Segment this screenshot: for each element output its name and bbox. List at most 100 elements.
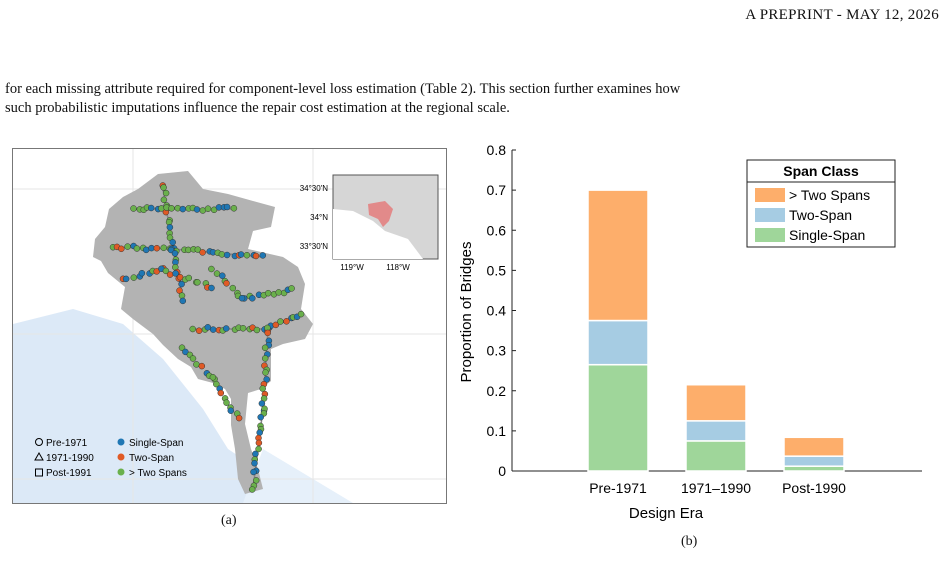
span-class-chart: 0 0.1 0.2 0.3 0.4 0.5 0.6 0.7 0.8 Pre-1971 1971–1… xyxy=(450,140,949,557)
bridge-marker xyxy=(235,414,243,422)
bridge-marker xyxy=(255,439,263,447)
bridge-marker xyxy=(243,251,251,259)
bridge-marker xyxy=(283,318,290,325)
inset-lat-2: 34°N xyxy=(310,213,328,222)
bar-two-spans xyxy=(783,436,845,457)
bridge-marker xyxy=(204,205,212,212)
bridge-marker xyxy=(252,450,259,458)
bridge-marker xyxy=(138,269,146,277)
legend-title: Span Class xyxy=(783,163,859,179)
bar-two-spans xyxy=(587,189,649,322)
bridge-marker xyxy=(223,203,231,211)
bridge-marker xyxy=(185,274,193,282)
inset-lat-1: 34°30'N xyxy=(300,184,329,193)
y-tick-label: 0.6 xyxy=(487,222,507,238)
legend-entry-label: > Two Spans xyxy=(789,187,870,203)
inset-lon-1: 119°W xyxy=(340,263,364,272)
bridge-marker xyxy=(239,325,247,332)
bridge-marker xyxy=(263,376,270,383)
bridge-marker xyxy=(222,325,230,332)
bar-two-spans xyxy=(685,383,747,422)
body-paragraph: for each missing attribute required for … xyxy=(5,80,945,118)
bridge-marker xyxy=(288,285,295,292)
bridge-map: 34°30'N 34°N 33°30'N 119°W 118°W Pre-197… xyxy=(12,148,447,504)
bridge-marker xyxy=(248,486,256,493)
bridge-marker xyxy=(130,205,137,212)
legend-swatch xyxy=(755,208,785,222)
legend-swatch xyxy=(755,188,785,202)
legend-span-3: > Two Spans xyxy=(129,468,187,479)
bridge-marker xyxy=(182,348,189,356)
x-tick-label: 1971–1990 xyxy=(681,480,751,496)
bridge-marker xyxy=(147,204,155,212)
bridge-marker xyxy=(153,244,161,252)
bridge-marker xyxy=(219,272,226,279)
bridge-marker xyxy=(189,325,196,333)
bar-two-span xyxy=(587,319,649,366)
bridge-marker xyxy=(193,361,200,368)
bridge-marker xyxy=(160,184,167,191)
legend-span-2: Two-Span xyxy=(129,453,174,464)
bar-single-span xyxy=(587,363,649,472)
map-canvas: 34°30'N 34°N 33°30'N 119°W 118°W Pre-197… xyxy=(13,149,446,503)
bar-single-span xyxy=(685,440,747,472)
bridge-marker xyxy=(259,252,267,259)
bridge-marker xyxy=(277,318,284,325)
figure-b-label: (b) xyxy=(681,534,698,549)
bridge-marker xyxy=(237,251,245,258)
y-tick-label: 0.7 xyxy=(487,182,507,198)
y-tick-label: 0.1 xyxy=(487,423,507,439)
bridge-marker xyxy=(178,280,185,288)
bridge-marker xyxy=(124,243,131,250)
bar-two-span xyxy=(685,420,747,442)
bridge-marker xyxy=(166,271,174,278)
bridge-marker xyxy=(223,280,230,287)
bridge-marker xyxy=(199,249,206,256)
1971-1990-marker-icon xyxy=(34,451,44,461)
bars xyxy=(587,189,845,472)
bridge-marker xyxy=(264,289,272,297)
bridge-marker xyxy=(229,284,237,292)
bridge-marker xyxy=(262,369,269,376)
x-tick-label: Pre-1971 xyxy=(589,480,647,496)
x-axis: Pre-1971 1971–1990 Post-1990 xyxy=(589,480,846,496)
y-tick-label: 0.5 xyxy=(487,262,507,278)
legend-era-1: Pre-1971 xyxy=(46,438,88,449)
bridge-marker xyxy=(168,205,175,212)
bridge-markers xyxy=(109,182,305,493)
bridge-marker xyxy=(249,295,256,302)
bridge-marker xyxy=(223,251,231,259)
bridge-marker xyxy=(227,407,235,414)
bridge-marker xyxy=(255,445,262,453)
bridge-marker xyxy=(179,297,187,305)
map-sea-2 xyxy=(243,449,353,503)
pre-1971-marker-icon xyxy=(35,438,43,446)
inset-map: 34°30'N 34°N 33°30'N 119°W 118°W xyxy=(300,174,439,272)
bridge-marker xyxy=(275,289,282,296)
bridge-marker xyxy=(253,326,261,334)
y-tick-label: 0.3 xyxy=(487,343,507,359)
bridge-marker xyxy=(259,385,266,392)
y-axis-label: Proportion of Bridges xyxy=(458,242,475,383)
bridge-marker xyxy=(251,459,258,467)
y-axis: 0 0.1 0.2 0.3 0.4 0.5 0.6 0.7 0.8 xyxy=(487,142,922,479)
x-tick-label: Post-1990 xyxy=(782,480,846,496)
bridge-marker xyxy=(204,324,212,331)
bridge-marker xyxy=(250,468,257,476)
bar-two-span xyxy=(783,455,845,467)
bridge-marker xyxy=(272,321,280,329)
x-axis-label: Design Era xyxy=(629,505,704,522)
legend-swatch xyxy=(755,228,785,242)
bridge-marker xyxy=(256,429,263,436)
y-tick-label: 0.4 xyxy=(487,303,507,319)
bridge-marker xyxy=(213,380,220,388)
y-tick-label: 0 xyxy=(498,463,506,479)
bridge-marker xyxy=(171,250,179,257)
bridge-marker xyxy=(133,245,141,252)
bridge-marker xyxy=(252,477,260,484)
bridge-marker xyxy=(178,292,186,299)
bridge-marker xyxy=(264,329,271,337)
bridge-marker xyxy=(193,206,201,213)
bridge-marker xyxy=(223,399,230,406)
map-sea xyxy=(13,309,343,503)
